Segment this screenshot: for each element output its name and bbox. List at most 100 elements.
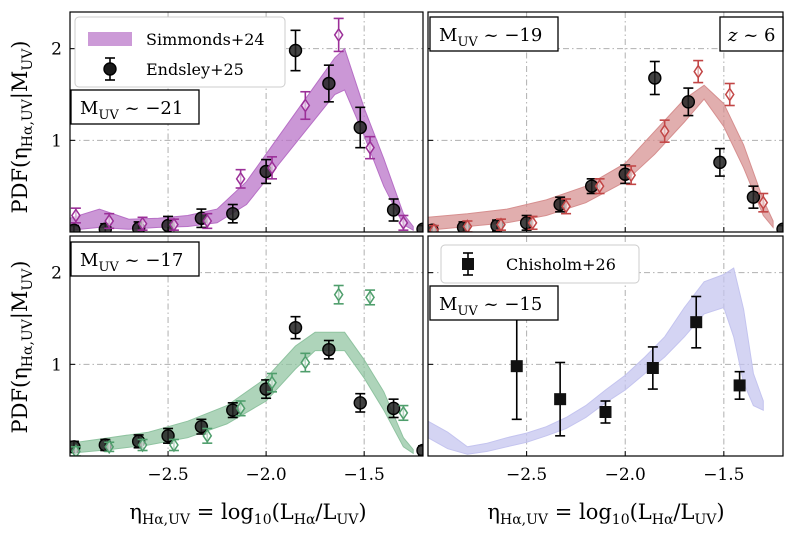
panel-label-muv-19: MUV ~ −19 (429, 16, 559, 52)
circle-marker (776, 222, 783, 232)
band-muv-21 (70, 47, 414, 232)
diamond-point-8 (693, 59, 704, 84)
diamond-point-2 (495, 217, 506, 232)
x-tick-label: −2.0 (245, 465, 286, 485)
square-marker (554, 393, 567, 406)
diamond-marker (365, 290, 375, 305)
panel-frame (69, 235, 424, 457)
diamond-marker (333, 287, 344, 303)
x-axis-title-left: ηHα,UV = log10(LHα/LUV) (129, 500, 366, 528)
diamond-marker (104, 439, 115, 455)
diamond-point-3 (527, 215, 538, 231)
diamond-point-9 (365, 289, 376, 306)
circle-marker (322, 76, 336, 91)
panel-label-muv-21: MUV ~ −21 (70, 89, 200, 125)
diamond-marker (235, 400, 246, 416)
diamond-point-1 (462, 219, 473, 232)
circle-point-10 (746, 185, 761, 209)
svg-text:z ~ 6: z ~ 6 (727, 25, 775, 46)
circle-marker (194, 419, 209, 434)
diamond-marker (104, 213, 115, 229)
diamond-point-7 (300, 352, 311, 373)
circle-point-11 (776, 222, 783, 232)
diamond-marker (235, 171, 246, 187)
panel-frame (69, 11, 424, 233)
circle-marker (746, 190, 761, 204)
circle-point-9 (713, 147, 727, 177)
panel-frame (427, 11, 784, 233)
diamond-point-5 (594, 178, 605, 195)
circle-marker (713, 155, 727, 170)
redshift-label: z ~ 6 (719, 16, 784, 52)
svg-text:MUV ~ −19: MUV ~ −19 (439, 25, 542, 50)
diamond-marker (527, 215, 538, 231)
diamond-marker (365, 140, 375, 156)
circle-point-10 (386, 198, 401, 222)
circle-point-8 (322, 339, 336, 360)
diamond-marker (429, 222, 439, 232)
circle-point-11 (416, 222, 423, 232)
panel-frame (427, 235, 784, 457)
legend-top: Simmonds+24 Endsley+25 (74, 16, 286, 88)
diamond-marker (202, 428, 213, 444)
circle-point-7 (648, 60, 662, 96)
diamond-point-3 (168, 437, 179, 453)
legend-simmonds-label: Simmonds+24 (146, 30, 265, 49)
diamond-marker (594, 178, 605, 194)
panel-muv-21: 12 (51, 11, 424, 233)
square-marker (690, 316, 703, 329)
circle-point-7 (288, 29, 303, 72)
diamond-point-4 (561, 198, 572, 215)
circle-marker (322, 342, 336, 357)
square-marker (646, 362, 659, 374)
circle-marker (226, 206, 240, 221)
y-axis-title-top: PDF(ηHα,UV|MUV) (8, 40, 36, 213)
circle-point-8 (322, 64, 336, 103)
diamond-marker (626, 167, 637, 183)
circle-marker (288, 43, 303, 58)
circle-marker (416, 222, 423, 232)
diamond-point-0 (428, 222, 439, 232)
diamond-marker (398, 215, 409, 231)
square-point-5 (733, 370, 746, 400)
diamond-point-6 (626, 165, 637, 186)
diamond-point-3 (168, 217, 179, 232)
diamond-point-7 (659, 119, 670, 143)
circle-marker (353, 396, 367, 410)
x-tick-label: −2.5 (147, 465, 188, 485)
panel-label-muv-15: MUV ~ −15 (429, 285, 559, 321)
circle-point-5 (226, 203, 240, 224)
panel-label-muv-17: MUV ~ −17 (70, 241, 200, 277)
diamond-marker (70, 444, 81, 456)
square-point-1 (554, 361, 567, 437)
diamond-marker (333, 27, 344, 43)
diamond-point-10 (758, 192, 769, 213)
circle-point-9 (353, 106, 367, 149)
diamond-marker (267, 375, 277, 391)
y-axis-title-bottom: PDF(ηHα,UV|MUV) (8, 260, 36, 433)
legend-circle-marker (103, 62, 117, 76)
diamond-point-1 (104, 439, 115, 455)
diamond-point-4 (202, 427, 213, 444)
diamond-point-5 (235, 168, 246, 189)
diamond-point-6 (266, 156, 277, 180)
circle-point-8 (681, 87, 696, 117)
square-point-3 (646, 346, 659, 390)
svg-text:MUV ~ −15: MUV ~ −15 (439, 294, 542, 319)
x-tick-label: −1.5 (703, 465, 744, 485)
diamond-marker (496, 217, 506, 232)
diamond-marker (561, 198, 571, 214)
y-tick-label: 1 (51, 355, 62, 375)
circle-point-11 (416, 443, 423, 456)
circle-point-10 (386, 398, 401, 419)
circle-point-5 (226, 402, 240, 419)
diamond-point-6 (266, 372, 277, 393)
x-axis-title-right: ηHα,UV = log10(LHα/LUV) (487, 500, 724, 528)
circle-marker (416, 443, 423, 456)
panels-group: 12−2.5 −2.0 −1.512−2.5 −2.0 −1.5 (51, 11, 784, 485)
legend-square-marker (462, 258, 474, 270)
diamond-point-7 (300, 90, 311, 121)
band-muv-17 (70, 331, 414, 455)
circle-point-7 (288, 315, 303, 340)
